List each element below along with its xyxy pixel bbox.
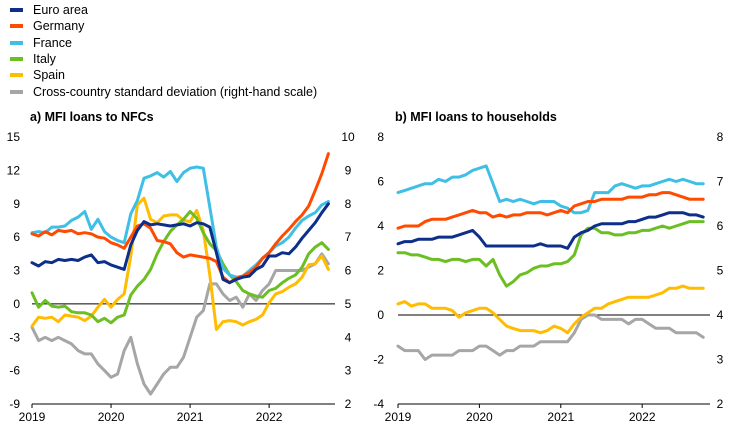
y-left-tick-label: 6 — [13, 230, 20, 244]
legend-swatch — [10, 40, 23, 45]
y-left-tick-label: 6 — [377, 175, 384, 189]
legend-swatch — [10, 73, 23, 78]
series-line-italy — [396, 220, 705, 288]
legend-item: Spain — [10, 67, 317, 83]
legend-label: France — [33, 35, 72, 50]
series-line-france — [396, 164, 705, 215]
x-tick-label: 2019 — [385, 410, 412, 424]
x-tick-label: 2022 — [256, 410, 283, 424]
y-left-tick-label: -4 — [373, 397, 384, 411]
series-line-spain — [30, 196, 330, 331]
legend-item: Germany — [10, 18, 317, 34]
y-left-tick-label: -2 — [373, 353, 384, 367]
y-right-tick-label: 3 — [345, 364, 352, 378]
series-line-germany — [396, 191, 705, 230]
y-right-tick-label: 4 — [345, 330, 352, 344]
y-left-tick-label: 0 — [377, 308, 384, 322]
series-line-france — [30, 165, 330, 279]
x-tick-label: 2020 — [98, 410, 125, 424]
legend-item: Euro area — [10, 2, 317, 18]
y-left-tick-label: 9 — [13, 197, 20, 211]
legend-label: Euro area — [33, 3, 88, 18]
y-right-tick-label: 7 — [717, 175, 724, 189]
y-right-tick-label: 8 — [345, 197, 352, 211]
y-right-tick-label: 9 — [345, 163, 352, 177]
y-right-tick-label: 4 — [717, 308, 724, 322]
legend-item: Italy — [10, 51, 317, 67]
y-left-tick-label: -3 — [9, 330, 20, 344]
legend-swatch — [10, 89, 23, 94]
chart-legend: Euro area Germany France Italy Spain Cross-co… — [10, 2, 317, 100]
series-line-germany — [30, 152, 330, 285]
y-right-tick-label: 8 — [717, 130, 724, 144]
legend-label: Spain — [33, 68, 65, 83]
y-right-tick-label: 3 — [717, 353, 724, 367]
y-left-tick-label: 8 — [377, 130, 384, 144]
series-line-italy — [30, 210, 330, 325]
x-tick-label: 2020 — [466, 410, 493, 424]
legend-item: Cross-country standard deviation (right-… — [10, 83, 317, 99]
y-right-tick-label: 6 — [717, 219, 724, 233]
series-line-spain — [396, 284, 705, 335]
y-right-tick-label: 5 — [717, 264, 724, 278]
legend-label: Italy — [33, 52, 56, 67]
y-left-tick-label: 0 — [13, 297, 20, 311]
panel-a-title: a) MFI loans to NFCs — [30, 110, 154, 124]
legend-swatch — [10, 8, 23, 13]
x-tick-label: 2021 — [177, 410, 204, 424]
legend-swatch — [10, 57, 23, 62]
y-left-tick-label: 3 — [13, 264, 20, 278]
y-right-tick-label: 7 — [345, 230, 352, 244]
x-tick-label: 2021 — [547, 410, 574, 424]
series-line-cross-country-standard-deviation-right-hand-scale- — [30, 252, 330, 396]
y-right-tick-label: 2 — [717, 397, 724, 411]
x-tick-label: 2019 — [19, 410, 46, 424]
legend-label: Germany — [33, 19, 85, 34]
y-right-tick-label: 10 — [341, 130, 355, 144]
y-left-tick-label: 15 — [7, 130, 21, 144]
y-right-tick-label: 2 — [345, 397, 352, 411]
panel-b-title: b) MFI loans to households — [395, 110, 557, 124]
y-left-tick-label: 4 — [377, 219, 384, 233]
y-right-tick-label: 6 — [345, 264, 352, 278]
series-line-euro-area — [30, 202, 330, 285]
x-tick-label: 2022 — [629, 410, 656, 424]
legend-swatch — [10, 24, 23, 29]
y-left-tick-label: 12 — [7, 163, 21, 177]
series-line-euro-area — [396, 211, 705, 250]
legend-item: France — [10, 35, 317, 51]
y-left-tick-label: -9 — [9, 397, 20, 411]
y-left-tick-label: -6 — [9, 364, 20, 378]
legend-label: Cross-country standard deviation (right-… — [33, 84, 318, 99]
series-line-cross-country-standard-deviation-right-hand-scale- — [396, 313, 705, 361]
y-left-tick-label: 2 — [377, 264, 384, 278]
y-right-tick-label: 5 — [345, 297, 352, 311]
